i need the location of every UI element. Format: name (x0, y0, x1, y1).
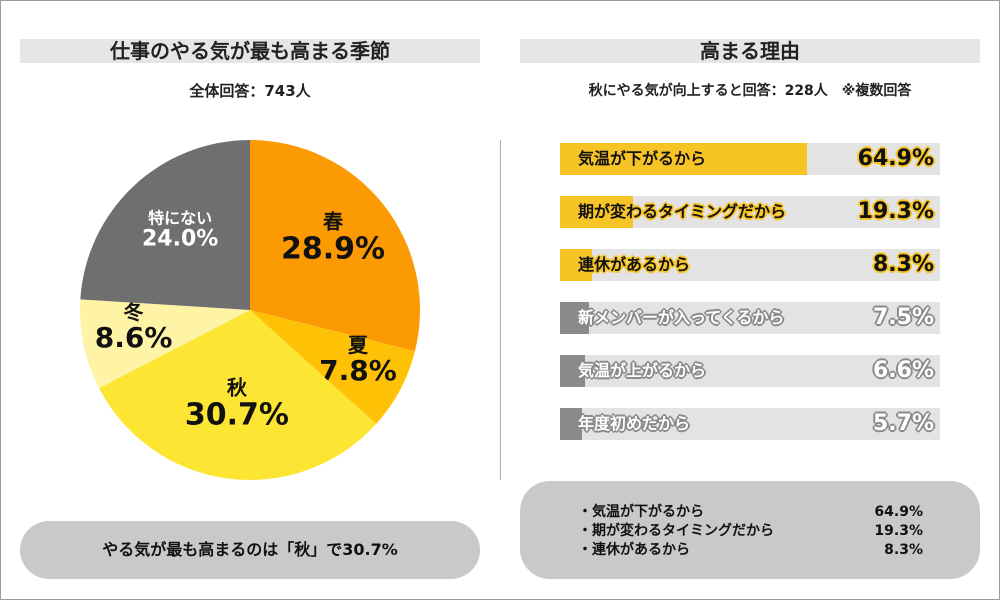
pie-value-label: 30.7% (185, 398, 289, 433)
left-summary-pill: やる気が最も高まるのは「秋」で30.7% (20, 521, 480, 579)
bar-fill (560, 408, 582, 440)
right-title: 高まる理由 (520, 39, 980, 63)
bar-track (560, 249, 940, 281)
summary-item-label: ・期が変わるタイミングだから (578, 523, 774, 539)
pie-category-label: 秋 (227, 376, 248, 400)
pie-value-label: 8.6% (95, 321, 173, 354)
summary-item: ・気温が下がるから 64.9% (578, 503, 923, 521)
bar-track (560, 408, 940, 440)
left-title: 仕事のやる気が最も高まる季節 (20, 39, 480, 63)
summary-item-value: 8.3% (884, 542, 923, 558)
summary-item: ・連休があるから 8.3% (578, 541, 923, 559)
bar-value-label: 8.3% (872, 252, 934, 277)
bar-category-label: 気温が上がるから (578, 361, 707, 380)
pie-slice-winter (80, 299, 250, 389)
bar-value-label: 19.3% (857, 199, 934, 224)
bar-value-label: 7.5% (872, 305, 934, 330)
pie-slice-summer (250, 310, 415, 425)
bar-row: 気温が上がるから 6.6% (560, 355, 940, 387)
bar-category-label: 年度初めだから (578, 414, 691, 433)
bar-row: 連休があるから 8.3% (560, 249, 940, 281)
bar-row: 期が変わるタイミングだから 19.3% (560, 196, 940, 228)
summary-item: ・期が変わるタイミングだから 19.3% (578, 522, 923, 540)
bar-row: 気温が下がるから 64.9% (560, 143, 940, 175)
summary-item-label: ・気温が下がるから (578, 504, 704, 520)
left-summary-text: やる気が最も高まるのは「秋」で30.7% (102, 540, 398, 559)
bar-track (560, 355, 940, 387)
summary-item-value: 64.9% (874, 504, 923, 520)
pie-category-label: 冬 (124, 300, 144, 324)
bar-fill (560, 355, 586, 387)
bar-row: 年度初めだから 5.7% (560, 408, 940, 440)
bar-value-label: 64.9% (857, 146, 934, 171)
bar-category-label: 期が変わるタイミングだから (578, 202, 787, 221)
bar-category-label: 連休があるから (578, 255, 691, 274)
bar-category-label: 新メンバーが入ってくるから (578, 308, 785, 327)
right-summary-pill: ・気温が下がるから 64.9% ・期が変わるタイミングだから 19.3% ・連休… (520, 481, 980, 579)
summary-item-label: ・連休があるから (578, 542, 690, 558)
bar-value-label: 5.7% (872, 411, 934, 436)
panel-divider (500, 140, 501, 480)
left-subtitle: 全体回答：743人 (189, 82, 311, 100)
bar-track (560, 302, 940, 334)
pie-category-label: 夏 (348, 333, 369, 357)
right-subtitle: 秋にやる気が向上すると回答：228人 ※複数回答 (588, 83, 912, 99)
pie-slice-none (80, 140, 251, 310)
summary-item-value: 19.3% (874, 523, 923, 539)
bar-fill (560, 196, 634, 228)
bar-fill (560, 302, 589, 334)
pie-value-label: 28.9% (281, 232, 385, 267)
bar-fill (560, 143, 807, 175)
pie-value-label: 24.0% (142, 227, 218, 252)
bar-fill (560, 249, 592, 281)
bar-category-label: 気温が下がるから (578, 149, 707, 168)
pie-category-label: 春 (322, 210, 344, 234)
pie-slice-spring (250, 140, 420, 352)
pie-category-label: 特にない (148, 209, 212, 228)
bar-value-label: 6.6% (872, 358, 934, 383)
pie-slice-autumn (99, 310, 377, 480)
bar-row: 新メンバーが入ってくるから 7.5% (560, 302, 940, 334)
pie-value-label: 7.8% (319, 354, 397, 387)
